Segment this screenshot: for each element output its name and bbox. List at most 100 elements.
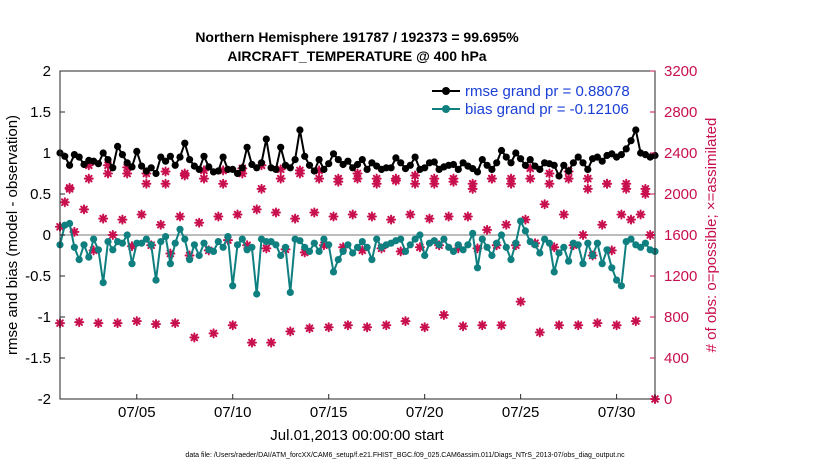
bias-point [459, 246, 467, 254]
rmse-point [632, 126, 640, 134]
rmse-point [521, 161, 530, 169]
obs-assimilated-marker-stroke [425, 214, 434, 223]
y-right-tick-label: 2000 [664, 186, 697, 203]
bias-point [94, 246, 102, 254]
rmse-point [397, 159, 405, 167]
obs-assimilated-marker [640, 183, 651, 194]
bias-point [608, 264, 616, 272]
bias-point [488, 251, 496, 260]
bias-point [406, 241, 414, 249]
obs-assimilated-marker-stroke [248, 338, 256, 347]
series-layer [55, 126, 660, 404]
obs-assimilated-marker-stroke [368, 212, 376, 221]
obs-assimilated-marker-stroke [94, 319, 103, 327]
obs-assimilated-marker [170, 318, 181, 329]
rmse-point [277, 143, 285, 151]
bias-point [339, 247, 347, 255]
obs-assimilated-marker-stroke [65, 184, 74, 192]
obs-assimilated-marker-stroke [152, 320, 160, 329]
rmse-point [473, 168, 482, 176]
obs-assimilated-marker [208, 328, 219, 339]
rmse-point [512, 149, 520, 157]
rmse-point [353, 160, 362, 169]
bias-point [209, 247, 218, 255]
bias-point [109, 246, 117, 254]
obs-assimilated-marker [573, 320, 584, 331]
obs-assimilated-marker [150, 319, 161, 330]
rmse-point [75, 153, 83, 161]
obs-assimilated-marker-stroke [430, 174, 439, 183]
obs-assimilated-marker [251, 204, 262, 215]
obs-assimilated-marker-stroke [627, 215, 635, 224]
rmse-point [569, 159, 578, 167]
rmse-point [176, 153, 184, 161]
obs-assimilated-marker-stroke [190, 333, 199, 342]
rmse-point [593, 153, 602, 161]
rmse-point [387, 164, 395, 172]
rmse-point [478, 156, 486, 164]
bias-point [118, 239, 126, 247]
rmse-point [574, 153, 582, 161]
obs-assimilated-marker [448, 176, 459, 187]
obs-assimilated-marker-stroke [353, 169, 362, 178]
obs-assimilated-marker [635, 209, 646, 220]
obs-assimilated-marker [155, 219, 166, 230]
obs-assimilated-marker [400, 316, 411, 327]
obs-assimilated-marker-stroke [507, 179, 515, 188]
obs-assimilated-marker-stroke [603, 179, 611, 188]
rmse-point [243, 143, 251, 151]
rmse-point [406, 161, 414, 169]
obs-possible-marker-stroke [123, 169, 132, 178]
rmse-point [315, 156, 323, 164]
obs-possible-marker [83, 173, 94, 184]
obs-possible-marker [102, 168, 113, 179]
bias-point [411, 235, 419, 243]
obs-possible-marker-stroke [219, 179, 227, 188]
rmse-point [550, 161, 558, 169]
obs-assimilated-marker-stroke [324, 323, 333, 332]
obs-possible-marker [275, 173, 286, 184]
obs-assimilated-marker-stroke [80, 205, 88, 214]
bias-point [162, 233, 170, 241]
obs-assimilated-marker [107, 230, 118, 240]
obs-assimilated-marker-stroke [617, 210, 626, 219]
bias-point [320, 235, 328, 243]
obs-assimilated-marker-stroke [488, 174, 496, 183]
bias-point [344, 241, 352, 249]
obs-assimilated-marker-stroke [574, 321, 583, 330]
obs-assimilated-marker-stroke [329, 212, 338, 221]
obs-assimilated-marker [467, 183, 478, 194]
y-right-tick-label: 2400 [664, 145, 697, 162]
obs-assimilated-marker [333, 176, 344, 187]
bias-point [214, 238, 222, 246]
obs-assimilated-marker-stroke [180, 171, 189, 180]
bias-point [224, 233, 232, 241]
obs-possible-marker [256, 183, 267, 194]
obs-possible-marker [563, 173, 574, 184]
bias-point [627, 235, 635, 243]
rmse-point [128, 163, 136, 171]
obs-possible-marker-stroke [545, 169, 554, 178]
obs-assimilated-marker [136, 209, 147, 220]
obs-assimilated-marker [179, 170, 190, 181]
obs-assimilated-marker-stroke [497, 321, 506, 330]
rmse-point [262, 135, 270, 143]
obs-assimilated-marker-stroke [401, 317, 410, 325]
bias-point [512, 239, 520, 247]
y-right-tick-label: 0 [664, 391, 672, 408]
bias-point [401, 247, 410, 255]
rmse-point [253, 164, 261, 172]
bias-point [603, 246, 611, 254]
rmse-point [502, 153, 510, 161]
obs-assimilated-marker [246, 337, 257, 348]
rmse-point [181, 139, 189, 147]
obs-assimilated-marker-stroke [636, 210, 645, 219]
obs-assimilated-marker [626, 214, 637, 225]
bias-point [147, 241, 155, 249]
rmse-point [536, 165, 544, 173]
obs-assimilated-marker-stroke [262, 244, 271, 253]
bias-point [353, 243, 362, 251]
rmse-point [430, 158, 438, 166]
rmse-point [305, 161, 314, 169]
